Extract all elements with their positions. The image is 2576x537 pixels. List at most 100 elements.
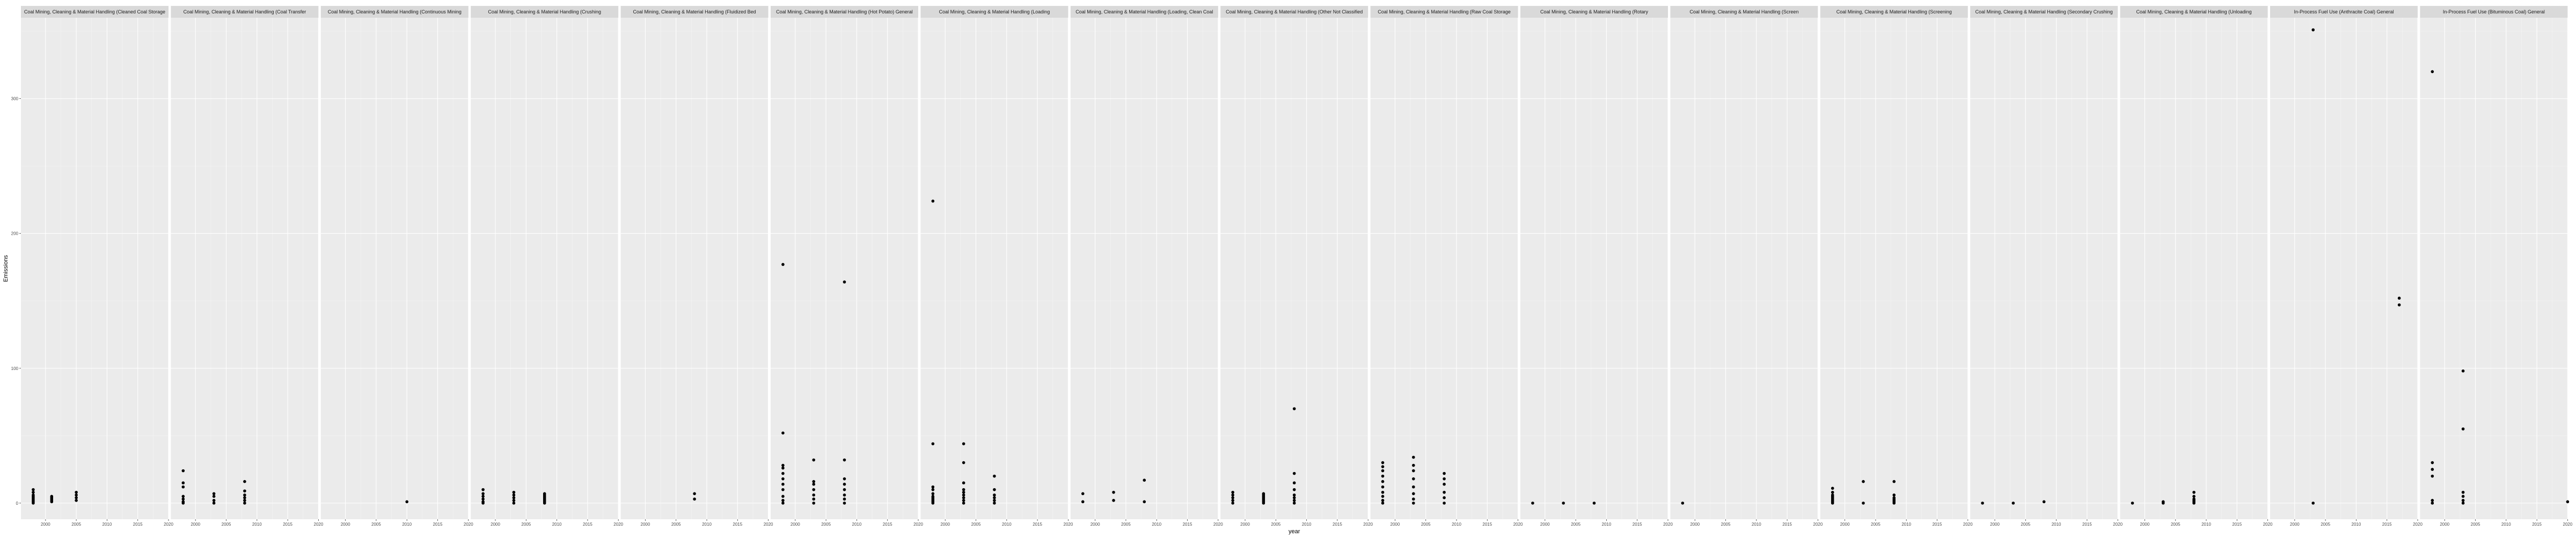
data-point	[962, 496, 965, 499]
panel-background	[1220, 18, 1368, 519]
data-point	[1381, 485, 1385, 489]
data-point	[243, 499, 246, 502]
data-point	[1443, 477, 1446, 481]
facet-panel: Coal Mining, Cleaning & Material Handlin…	[2120, 6, 2273, 527]
panel-background	[1970, 18, 2118, 519]
x-tick-label: 2010	[2201, 522, 2211, 527]
panel-background	[1820, 18, 1968, 519]
data-point	[812, 458, 816, 462]
data-point	[2461, 502, 2465, 505]
x-tick-label: 2015	[583, 522, 592, 527]
data-point	[2431, 70, 2434, 74]
panel-background	[171, 18, 319, 519]
data-point	[212, 495, 216, 498]
data-point	[1381, 474, 1385, 478]
facet-strip	[920, 6, 1069, 18]
data-point	[1112, 499, 1115, 502]
x-tick-label: 2015	[1782, 522, 1792, 527]
x-tick-label: 2015	[1183, 522, 1192, 527]
data-point	[1412, 502, 1415, 505]
data-point	[1292, 499, 1296, 502]
facet-strip-label: Coal Mining, Cleaning & Material Handlin…	[1975, 9, 2113, 14]
data-point	[1381, 495, 1385, 498]
data-point	[1292, 481, 1296, 485]
x-tick-label: 2005	[971, 522, 981, 527]
data-point	[75, 494, 78, 497]
data-point	[512, 502, 516, 505]
data-point	[2311, 502, 2315, 505]
data-point	[962, 442, 965, 446]
data-point	[1831, 490, 1834, 494]
data-point	[931, 485, 935, 489]
x-tick-label: 2000	[1391, 522, 1400, 527]
data-point	[962, 488, 965, 491]
x-tick-label: 2015	[2382, 522, 2392, 527]
data-point	[1231, 502, 1234, 505]
data-point	[1892, 496, 1896, 499]
facet-strip	[1820, 6, 1968, 18]
x-tick-label: 2000	[491, 522, 500, 527]
x-tick-label: 2000	[1540, 522, 1550, 527]
data-point	[2011, 502, 2015, 505]
data-point	[812, 480, 816, 483]
facet-panel: Coal Mining, Cleaning & Material Handlin…	[471, 6, 624, 527]
facet-strip-label: Coal Mining, Cleaning & Material Handlin…	[2136, 9, 2252, 14]
facet-strip	[771, 6, 918, 18]
x-tick-label: 2010	[552, 522, 562, 527]
data-point	[2431, 468, 2434, 471]
data-point	[1412, 469, 1415, 473]
x-tick-label: 2010	[1602, 522, 1612, 527]
facet-strip	[1670, 6, 1818, 18]
data-point	[1681, 502, 1685, 505]
data-point	[2162, 500, 2165, 504]
data-point	[181, 485, 185, 489]
x-tick-label: 2015	[283, 522, 292, 527]
data-point	[2566, 500, 2570, 504]
data-point	[1381, 465, 1385, 468]
x-tick-label: 2005	[1571, 522, 1580, 527]
x-tick-label: 2010	[2352, 522, 2361, 527]
panel-background	[1520, 18, 1668, 519]
x-tick-label: 2010	[1302, 522, 1312, 527]
x-tick-label: 2010	[252, 522, 262, 527]
data-point	[993, 499, 996, 502]
x-tick-label: 2020	[1513, 522, 1523, 527]
x-tick-label: 2020	[1213, 522, 1223, 527]
data-point	[1831, 487, 1834, 490]
panel-background	[620, 18, 769, 519]
x-tick-label: 2005	[71, 522, 81, 527]
data-point	[843, 494, 846, 497]
data-point	[2431, 499, 2434, 502]
facet-strip-label: Coal Mining, Cleaning & Material Handlin…	[24, 9, 165, 14]
data-point	[2431, 502, 2434, 505]
data-point	[2192, 490, 2196, 494]
x-tick-label: 2015	[2082, 522, 2092, 527]
facet-strip	[1220, 6, 1368, 18]
x-tick-label: 2010	[1152, 522, 1161, 527]
x-tick-label: 2005	[1871, 522, 1880, 527]
x-tick-label: 2000	[1240, 522, 1250, 527]
data-point	[75, 490, 78, 494]
data-point	[1143, 500, 1146, 504]
panel-background	[920, 18, 1069, 519]
data-point	[2461, 490, 2465, 494]
panel-background	[471, 18, 619, 519]
facet-strip	[320, 6, 469, 18]
data-point	[2431, 461, 2434, 465]
x-tick-label: 2010	[2501, 522, 2511, 527]
x-tick-label: 2015	[433, 522, 443, 527]
x-tick-label: 2020	[2113, 522, 2123, 527]
facet-panel: Coal Mining, Cleaning & Material Handlin…	[1070, 6, 1223, 527]
data-point	[993, 494, 996, 497]
facet-strip	[21, 6, 169, 18]
panel-background	[21, 18, 169, 519]
facet-strip-label: Coal Mining, Cleaning & Material Handlin…	[1836, 9, 1952, 14]
data-point	[181, 497, 185, 501]
facet-strip-label: Coal Mining, Cleaning & Material Handlin…	[633, 9, 756, 14]
data-point	[931, 495, 935, 498]
data-point	[1292, 494, 1296, 497]
data-point	[32, 494, 35, 497]
x-tick-label: 2015	[1033, 522, 1042, 527]
data-point	[781, 502, 785, 505]
